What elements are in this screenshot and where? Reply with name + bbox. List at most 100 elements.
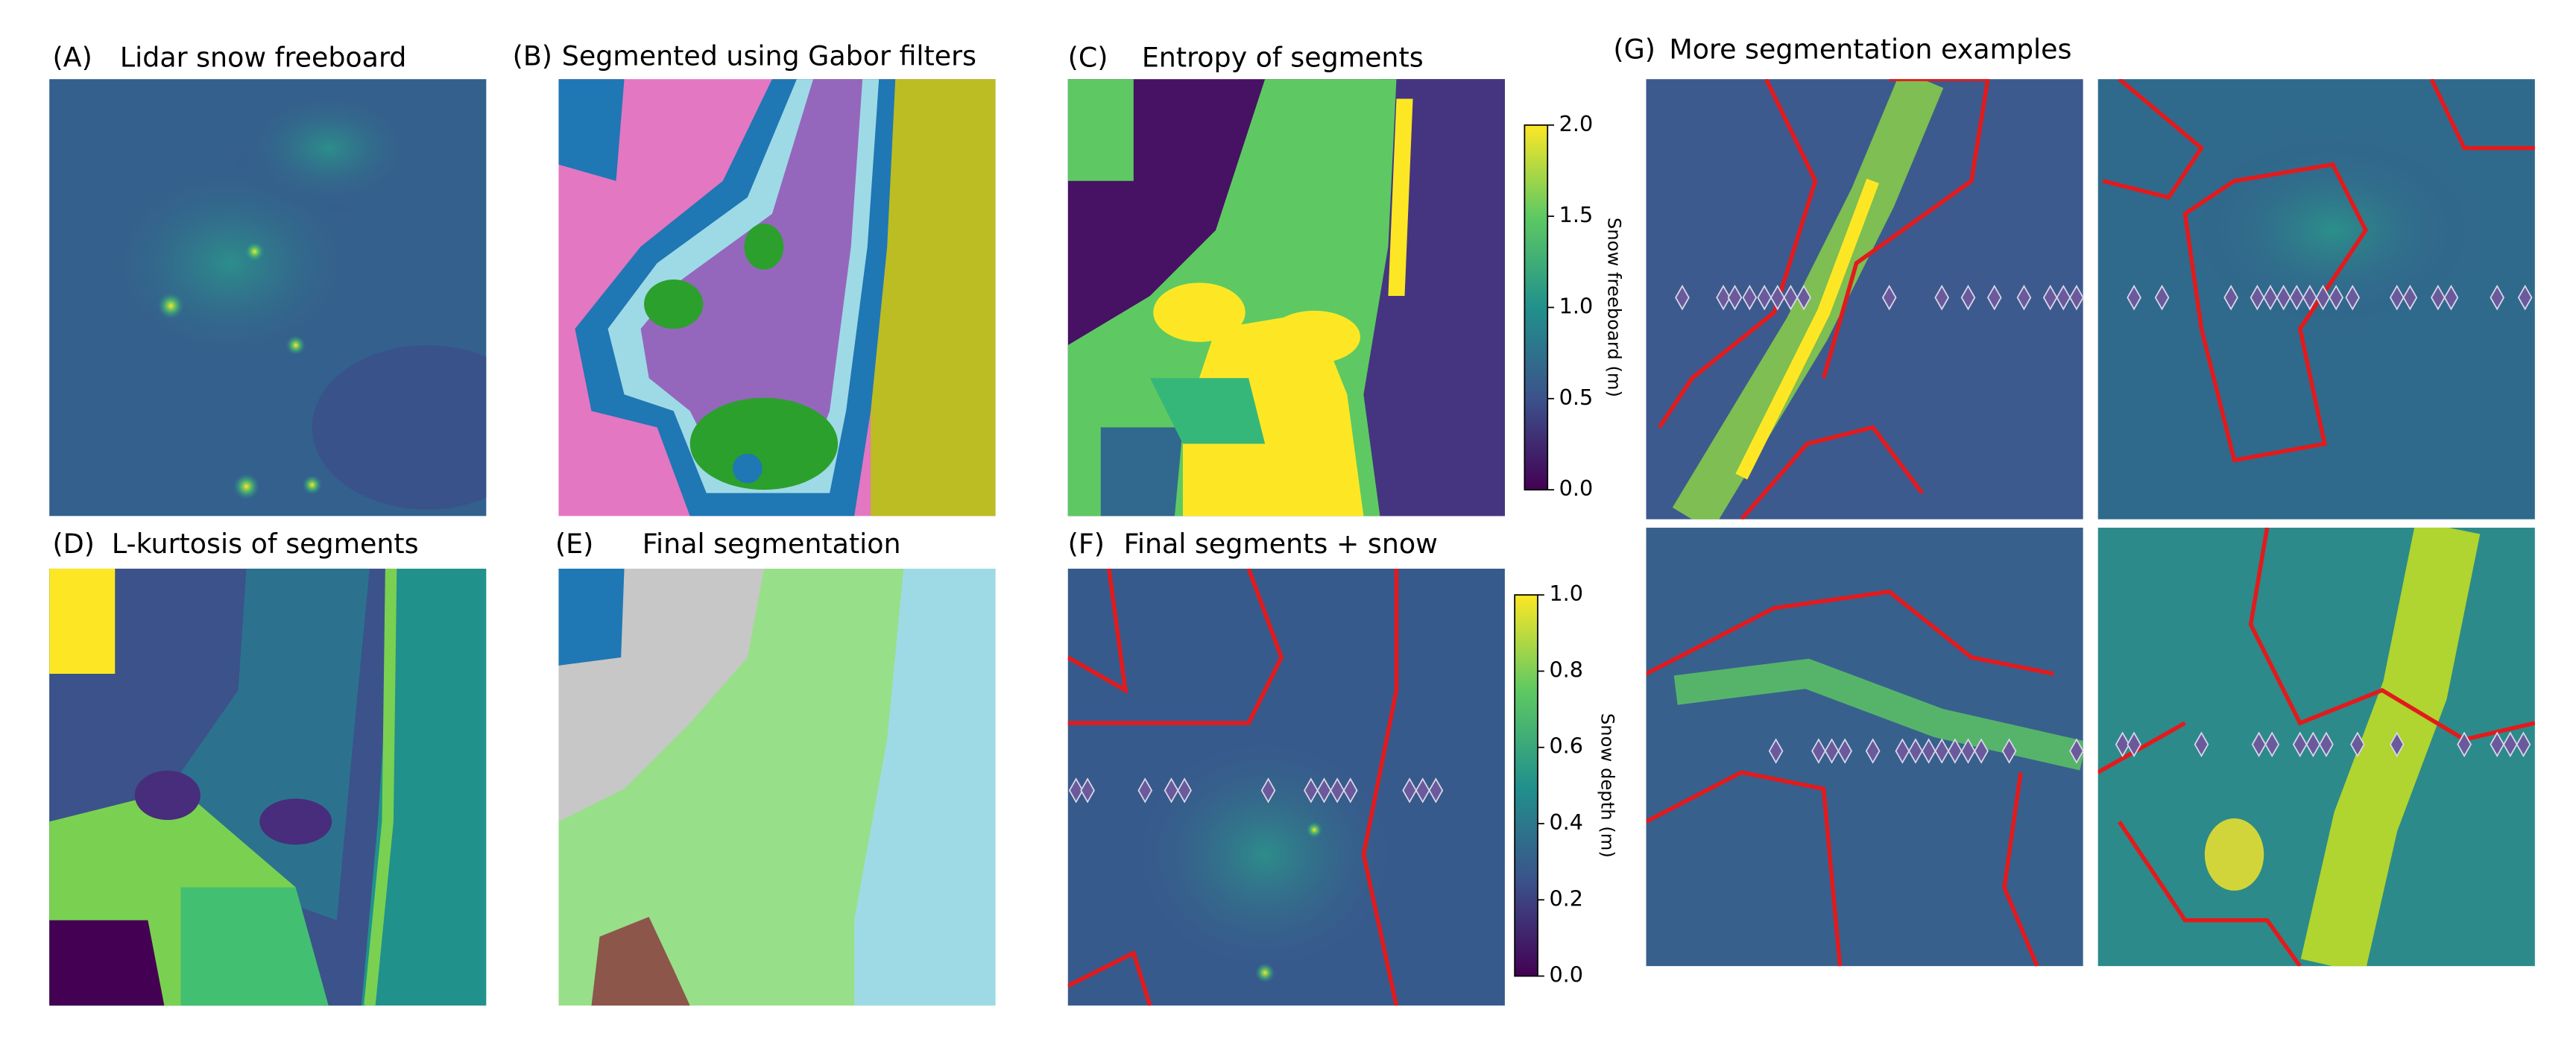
- snow-image: [49, 79, 487, 517]
- track-marker: [1316, 777, 1332, 803]
- track-marker: [2345, 285, 2361, 311]
- track-marker: [2305, 731, 2321, 757]
- final-seg-image: [558, 568, 996, 1006]
- track-marker: [2292, 731, 2308, 757]
- track-marker: [2402, 285, 2418, 311]
- colorbar: [1515, 595, 1538, 976]
- track-marker: [2042, 285, 2058, 311]
- track-marker: [1068, 777, 1084, 803]
- colorbar-label: Snow freeboard (m): [1603, 218, 1625, 397]
- colorbar-tick-label: 0.2: [1549, 885, 1583, 911]
- track-marker: [1881, 285, 1897, 311]
- track-marker: [2069, 738, 2084, 764]
- track-marker: [2127, 285, 2141, 311]
- track-marker: [2389, 285, 2405, 311]
- panel-title: Lidar snow freeboard: [120, 42, 406, 74]
- colorbar-tick-label: 1.0: [1559, 293, 1594, 318]
- track-marker: [1796, 285, 1811, 311]
- track-marker: [1986, 285, 2002, 311]
- entropy-image: [1067, 79, 1505, 517]
- track-marker: [2490, 285, 2505, 311]
- panel-title: Final segmentation: [643, 528, 901, 560]
- track-marker: [1811, 738, 1826, 764]
- track-marker: [1742, 285, 1758, 311]
- track-marker: [1948, 738, 1963, 764]
- track-marker: [1415, 777, 1430, 803]
- track-marker: [2069, 285, 2084, 311]
- track-marker: [2389, 731, 2405, 757]
- track-marker: [2443, 285, 2459, 311]
- panel-title: L-kurtosis of segments: [112, 528, 419, 560]
- track-marker: [2016, 285, 2032, 311]
- colorbar-label: Snow depth (m): [1597, 713, 1619, 858]
- track-marker: [1824, 738, 1840, 764]
- colorbar-frame: [1514, 594, 1538, 977]
- panel-title: More segmentation examples: [1669, 34, 2071, 66]
- panel-title: Segmented using Gabor filters: [562, 40, 976, 72]
- track-marker: [2127, 731, 2141, 757]
- track-marker: [1342, 777, 1358, 803]
- panel-label: (A): [53, 42, 92, 74]
- colorbar-tick-label: 0.5: [1559, 385, 1594, 410]
- track-marker: [2276, 285, 2291, 311]
- track-marker: [1260, 777, 1276, 803]
- segment-image: [558, 79, 996, 517]
- track-marker: [1895, 738, 1910, 764]
- track-marker: [2194, 731, 2209, 757]
- track-marker: [1921, 738, 1936, 764]
- track-marker: [1757, 285, 1772, 311]
- track-marker: [2431, 285, 2446, 311]
- track-marker: [1675, 285, 1690, 311]
- panel-label: (B): [513, 40, 552, 72]
- track-marker: [1727, 285, 1743, 311]
- track-marker: [1768, 738, 1784, 764]
- colorbar-tick-label: 0.0: [1559, 476, 1594, 501]
- track-marker: [2516, 731, 2531, 757]
- track-marker: [2319, 731, 2334, 757]
- track-marker: [2350, 731, 2365, 757]
- track-marker: [2263, 285, 2278, 311]
- track-marker: [2056, 285, 2071, 311]
- panel-title: Final segments + snow: [1124, 528, 1438, 560]
- panel-label: (D): [53, 528, 95, 560]
- track-marker: [1783, 285, 1799, 311]
- colorbar-tick-label: 0.4: [1549, 809, 1583, 835]
- panel-label: (F): [1068, 528, 1105, 560]
- track-marker: [2250, 285, 2265, 311]
- track-marker: [2329, 285, 2344, 311]
- colorbar-tick-label: 0.0: [1549, 962, 1583, 988]
- track-markers: [1068, 285, 2533, 803]
- track-marker: [1974, 738, 1989, 764]
- colorbar-tick-label: 0.8: [1549, 657, 1583, 682]
- panel-label: (E): [555, 528, 593, 560]
- track-marker: [2115, 731, 2130, 757]
- panel-title: Entropy of segments: [1142, 42, 1424, 74]
- track-marker: [1402, 777, 1417, 803]
- kurtosis-image: [49, 568, 487, 1006]
- colorbar-tick-label: 1.0: [1549, 581, 1583, 606]
- track-marker: [1865, 738, 1881, 764]
- track-marker: [1330, 777, 1345, 803]
- colorbar-tick-label: 1.5: [1559, 202, 1594, 227]
- panel-label: (C): [1068, 42, 1108, 74]
- track-marker: [1934, 738, 1950, 764]
- track-marker: [2503, 731, 2518, 757]
- track-marker: [2457, 731, 2472, 757]
- track-marker: [2517, 285, 2533, 311]
- colorbar-tick-label: 2.0: [1559, 111, 1594, 136]
- colorbar-tick-label: 0.6: [1549, 733, 1583, 759]
- track-marker: [2302, 285, 2317, 311]
- track-marker: [1770, 285, 1785, 311]
- track-marker: [1837, 738, 1853, 764]
- panel-label: (G): [1613, 34, 1655, 66]
- track-marker: [1908, 738, 1923, 764]
- track-marker: [1164, 777, 1179, 803]
- track-marker: [1716, 285, 1731, 311]
- track-marker: [1177, 777, 1192, 803]
- track-marker: [2289, 285, 2305, 311]
- colorbar: [1524, 124, 1548, 490]
- track-marker: [1960, 738, 1976, 764]
- track-marker: [1080, 777, 1095, 803]
- track-marker: [1428, 777, 1444, 803]
- track-marker: [2490, 731, 2505, 757]
